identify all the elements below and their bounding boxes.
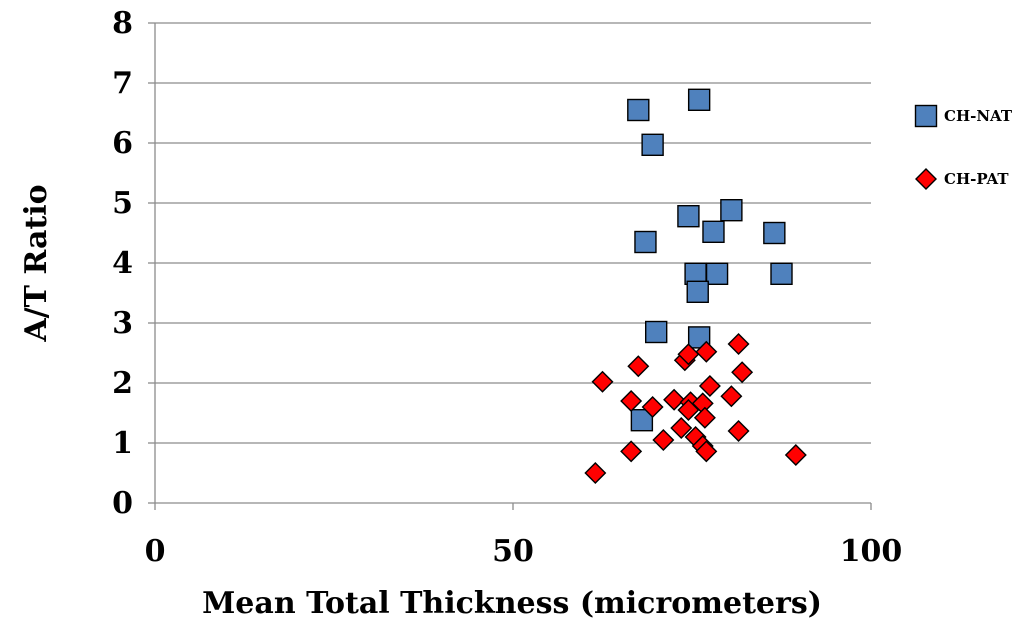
data-point-diamond	[652, 429, 675, 451]
data-point-square	[677, 204, 700, 228]
data-point-square	[720, 198, 743, 222]
data-point-diamond	[663, 388, 686, 411]
x-tick-label: 100	[840, 534, 903, 569]
data-point-diamond	[677, 343, 700, 366]
data-point-square	[627, 98, 650, 122]
data-point-diamond	[641, 396, 664, 418]
y-tick-label: 5	[112, 186, 133, 221]
y-tick-label: 6	[112, 126, 133, 161]
data-point-square	[634, 230, 657, 254]
legend-marker-square	[914, 104, 938, 128]
data-point-square	[763, 221, 786, 245]
data-point-square	[770, 262, 793, 285]
data-point-diamond	[584, 462, 607, 484]
data-point-diamond	[620, 390, 643, 412]
data-point-square	[687, 88, 711, 112]
axes	[148, 22, 872, 510]
data-point-diamond	[670, 417, 693, 439]
y-tick-label: 4	[112, 246, 133, 281]
data-points	[584, 88, 807, 484]
data-point-square	[645, 320, 668, 344]
y-tick-label: 8	[112, 6, 133, 41]
data-point-diamond	[727, 333, 750, 355]
x-tick-label: 50	[492, 534, 534, 569]
data-point-square	[687, 326, 711, 349]
data-point-square	[705, 262, 729, 285]
data-point-square	[641, 133, 664, 157]
series-ch-pat	[584, 333, 807, 484]
y-axis-title: A/T Ratio	[19, 184, 54, 342]
data-point-diamond	[698, 375, 721, 397]
data-point-diamond	[591, 370, 614, 393]
data-point-square	[702, 220, 725, 244]
data-point-diamond	[727, 420, 750, 442]
data-point-diamond	[620, 440, 643, 463]
series-ch-nat	[627, 88, 793, 432]
legend-marker-diamond	[915, 168, 937, 190]
data-point-diamond	[693, 406, 716, 429]
legend-label: CH-PAT	[944, 170, 1009, 188]
y-tick-label: 2	[112, 366, 133, 401]
data-point-diamond	[677, 399, 700, 421]
data-point-diamond	[695, 340, 718, 363]
gridlines	[155, 22, 871, 444]
x-tick-labels: 0 50 100	[145, 534, 903, 569]
data-point-square	[686, 280, 709, 303]
data-point-diamond	[695, 440, 718, 463]
data-point-diamond	[720, 385, 743, 408]
legend: CH-NAT CH-PAT	[914, 104, 1013, 190]
y-tick-label: 1	[112, 426, 133, 461]
y-tick-label: 7	[112, 66, 133, 101]
y-tick-label: 0	[112, 486, 133, 521]
x-axis-title: Mean Total Thickness (micrometers)	[202, 586, 822, 621]
data-point-diamond	[731, 361, 754, 384]
legend-label: CH-NAT	[944, 107, 1013, 125]
data-point-square	[630, 409, 654, 432]
x-tick-label: 0	[145, 534, 166, 569]
legend-item-ch-nat: CH-NAT	[914, 104, 1013, 128]
y-tick-labels: 0 1 2 3 4 5 6 7 8	[112, 6, 133, 521]
data-point-diamond	[784, 444, 807, 466]
y-tick-label: 3	[112, 306, 133, 341]
legend-item-ch-pat: CH-PAT	[915, 168, 1009, 190]
data-point-diamond	[627, 355, 650, 378]
